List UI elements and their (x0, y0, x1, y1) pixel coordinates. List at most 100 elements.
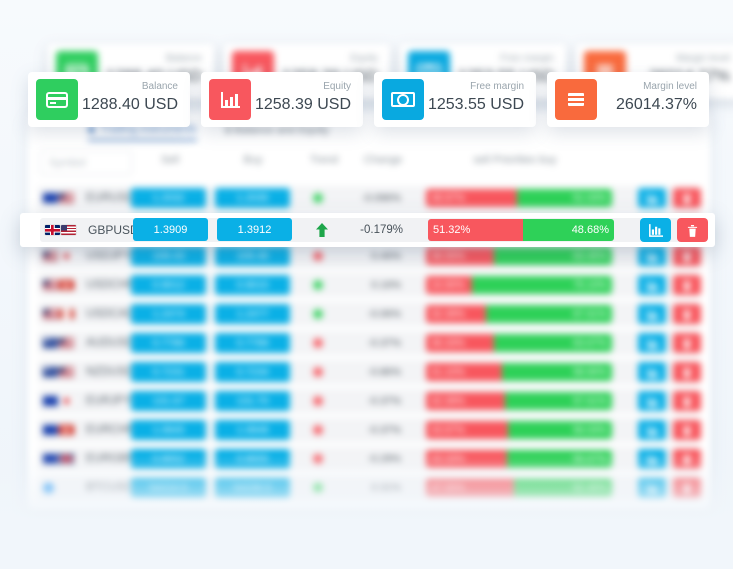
jp-flag-icon (59, 251, 74, 261)
flag-pair-icon (43, 251, 74, 261)
chart-button[interactable] (638, 246, 666, 266)
delete-button[interactable] (677, 218, 708, 242)
chart-button[interactable] (638, 362, 666, 382)
symbol-label: EURJPY (86, 395, 132, 407)
sell-price-button[interactable]: 109.43 (131, 246, 206, 266)
buy-price-button[interactable]: 1.3912 (217, 218, 292, 241)
priorities-bar: 47.55% 52.45% (426, 479, 612, 497)
table-row: AUDUSD 0.7786 0.7789 -0.37% 36.33% 63.67… (38, 331, 701, 355)
sell-percent-label: 51.32% (433, 224, 471, 236)
delete-button[interactable] (673, 391, 701, 411)
delete-button[interactable] (673, 362, 701, 382)
us-flag-icon (59, 367, 74, 377)
delete-button[interactable] (673, 246, 701, 266)
stat-value: 1253.55 USD (427, 96, 524, 113)
stat-label: Equity (350, 53, 378, 64)
trend-dot-icon (314, 281, 322, 289)
sell-price-button[interactable]: 0.8652 (131, 449, 206, 469)
trend-dot-icon (314, 455, 322, 463)
delete-button[interactable] (673, 478, 701, 498)
priorities-bar: 24.90% 75.10% (426, 276, 612, 294)
eu-flag-icon (43, 396, 58, 406)
us-flag-icon (61, 225, 76, 235)
delete-button[interactable] (673, 333, 701, 353)
ch-flag-icon (59, 280, 74, 290)
trash-icon (687, 224, 698, 237)
sell-percent-segment: 43.97% (426, 421, 508, 439)
sell-price-button[interactable]: 0.7786 (131, 333, 206, 353)
chart-button[interactable] (640, 218, 671, 242)
trend-dot-icon (314, 368, 322, 376)
buy-price-button[interactable]: 1.2477 (215, 304, 290, 324)
stat-card: Balance 1288.40 USD (28, 72, 190, 127)
chart-button[interactable] (638, 449, 666, 469)
trend-dot-icon (314, 397, 322, 405)
flag-pair-icon (43, 454, 74, 464)
sell-price-button[interactable]: 1.0845 (131, 420, 206, 440)
chart-button[interactable] (638, 478, 666, 498)
table-row: BTCUSD 54210.5 54230.5 0.31% 47.55% 52.4… (38, 476, 701, 500)
buy-percent-segment: 56.67% (506, 450, 612, 468)
buy-percent-segment: 56.03% (507, 421, 612, 439)
change-label: -0.096% (361, 192, 401, 204)
trash-icon (682, 425, 692, 436)
focused-row-gbpusd[interactable]: GBPUSD 1.3909 1.3912 -0.179% 51.32% 48.6… (20, 213, 715, 247)
buy-price-button[interactable]: 131.70 (215, 391, 290, 411)
table-header: Sell Buy Trend Change sell Priorities bu… (28, 148, 710, 178)
buy-percent-segment: 58.90% (502, 363, 612, 381)
sell-price-button[interactable]: 0.7231 (131, 362, 206, 382)
delete-button[interactable] (673, 420, 701, 440)
trend-dot-icon (314, 339, 322, 347)
priorities-bar: 36.55% 63.45% (426, 247, 612, 265)
sell-price-button[interactable]: 0.9012 (131, 275, 206, 295)
tab-balance-equity[interactable]: $ Balance and Equity (224, 124, 329, 136)
chart-button[interactable] (638, 420, 666, 440)
symbol-search-input[interactable] (40, 150, 132, 175)
buy-price-button[interactable]: 1.2035 (215, 188, 290, 208)
bar-chart-icon (646, 395, 659, 407)
header-sell: Sell (160, 154, 180, 166)
delete-button[interactable] (673, 304, 701, 324)
chart-button[interactable] (638, 333, 666, 353)
priorities-bar: 43.97% 56.03% (426, 421, 612, 439)
bar-chart-icon (646, 250, 659, 262)
stat-label: Balance (165, 53, 202, 64)
sell-price-button[interactable]: 1.2474 (131, 304, 206, 324)
change-label: 0.16% (371, 279, 401, 291)
buy-price-button[interactable]: 54230.5 (215, 478, 290, 498)
delete-button[interactable] (673, 275, 701, 295)
header-change: Change (363, 154, 403, 166)
priorities-bar: 41.10% 58.90% (426, 363, 612, 381)
delete-button[interactable] (673, 188, 701, 208)
bar-chart-icon (646, 482, 659, 494)
chart-button[interactable] (638, 391, 666, 411)
table-row: USDCAD 1.2474 1.2477 -0.06% 32.39% 67.61… (38, 302, 701, 326)
delete-button[interactable] (673, 449, 701, 469)
symbol-label: USDJPY (86, 250, 132, 262)
buy-price-button[interactable]: 1.0848 (215, 420, 290, 440)
header-priorities: sell Priorities buy (473, 154, 557, 166)
buy-price-button[interactable]: 109.46 (215, 246, 290, 266)
bar-chart-icon (646, 424, 659, 436)
ch-flag-icon (59, 425, 74, 435)
trend-dot-icon (314, 484, 322, 492)
buy-price-button[interactable]: 0.7234 (215, 362, 290, 382)
table-row: EURUSD 1.2032 1.2035 -0.096% 48.97% 51.0… (38, 186, 701, 210)
sell-price-button[interactable]: 54210.5 (131, 478, 206, 498)
nz-flag-icon (43, 367, 58, 377)
header-trend: Trend (309, 154, 339, 166)
buy-price-button[interactable]: 0.8655 (215, 449, 290, 469)
stat-label: Margin level (676, 53, 730, 64)
sell-price-button[interactable]: 1.2032 (131, 188, 206, 208)
stat-label: Balance (141, 81, 178, 92)
buy-price-button[interactable]: 0.9015 (215, 275, 290, 295)
chart-button[interactable] (638, 275, 666, 295)
chart-button[interactable] (638, 304, 666, 324)
trash-icon (682, 251, 692, 262)
trend-dot-icon (314, 426, 322, 434)
table-row: EURGBP 0.8652 0.8655 -0.29% 43.33% 56.67… (38, 447, 701, 471)
sell-price-button[interactable]: 1.3909 (133, 218, 208, 241)
buy-price-button[interactable]: 0.7789 (215, 333, 290, 353)
chart-button[interactable] (638, 188, 666, 208)
sell-price-button[interactable]: 131.67 (131, 391, 206, 411)
